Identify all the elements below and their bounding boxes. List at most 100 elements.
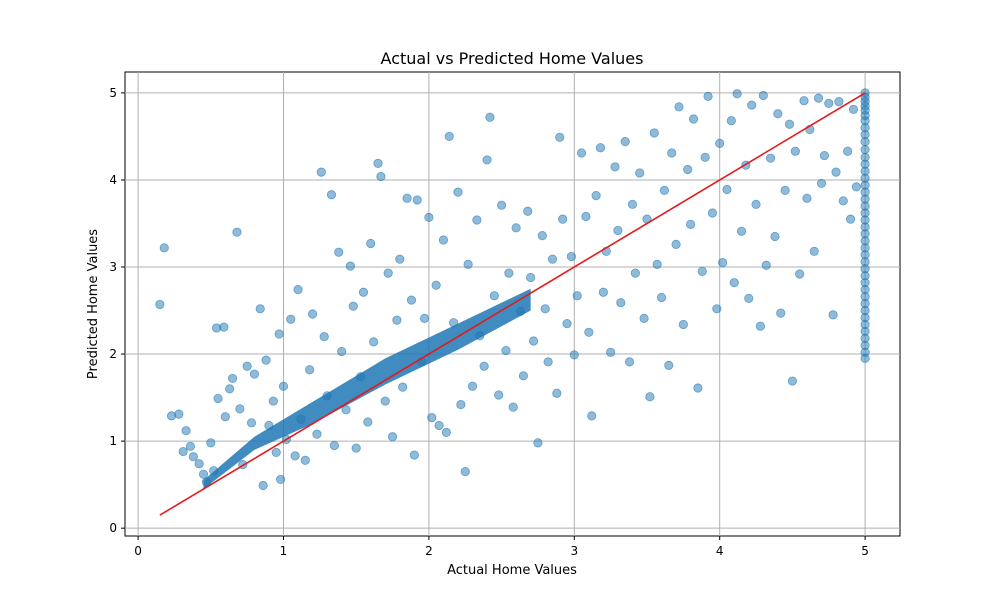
reference-line — [159, 92, 866, 516]
scatter-point — [678, 319, 688, 330]
scatter-point — [198, 469, 209, 479]
scatter-point — [511, 223, 521, 233]
scatter-point — [438, 235, 449, 245]
scatter-point — [246, 418, 257, 428]
scatter-point — [843, 146, 853, 156]
scatter-point — [674, 102, 684, 112]
scatter-point — [261, 355, 271, 365]
scatter-point — [547, 254, 558, 264]
scatter-point — [348, 301, 358, 311]
scatter-point — [616, 298, 626, 308]
scatter-point — [664, 360, 674, 370]
scatter-point — [572, 291, 582, 301]
scatter-point — [537, 231, 547, 241]
scatter-point — [790, 146, 800, 156]
scatter-point — [255, 304, 265, 314]
scatter-point — [424, 212, 434, 222]
scatter-point — [802, 193, 812, 203]
scatter-point — [693, 383, 703, 393]
scatter-point — [747, 100, 757, 110]
scatter-point — [155, 299, 165, 310]
dense-core-region — [203, 288, 531, 489]
scatter-point — [201, 477, 212, 487]
scatter-point — [307, 309, 318, 319]
scatter-point — [380, 396, 390, 406]
scatter-point — [707, 208, 718, 218]
scatter-point — [209, 466, 219, 476]
x-tick-label: 3 — [570, 544, 578, 558]
scatter-point — [773, 109, 783, 119]
scatter-point — [652, 259, 662, 269]
scatter-point — [722, 184, 732, 195]
y-ticks: 0 1 2 3 4 5 — [109, 86, 125, 535]
scatter-point — [392, 315, 402, 325]
scatter-point — [765, 153, 776, 163]
scatter-point — [286, 314, 296, 324]
scatter-point — [543, 357, 553, 367]
scatter-point — [555, 132, 565, 142]
scatter-point — [300, 455, 310, 465]
scatter-point — [620, 137, 630, 147]
scatter-point — [523, 206, 533, 216]
scatter-point — [329, 440, 339, 451]
scatter-point — [587, 411, 597, 421]
scatter-point — [268, 396, 278, 406]
scatter-point — [758, 90, 768, 101]
scatter-point — [312, 429, 322, 439]
scatter-point — [761, 260, 771, 270]
x-tick-label: 2 — [425, 544, 433, 558]
y-tick-label: 1 — [109, 434, 117, 448]
scatter-point — [718, 258, 728, 268]
scatter-point — [834, 96, 844, 107]
scatter-point — [645, 392, 655, 402]
scatter-point — [831, 167, 841, 177]
scatter-point — [355, 372, 366, 382]
scatter-point — [528, 336, 539, 346]
x-axis-title: Actual Home Values — [447, 563, 577, 578]
scatter-point — [776, 308, 786, 318]
scatter-point — [659, 185, 670, 195]
x-tick-label: 1 — [280, 544, 288, 558]
scatter-point — [383, 268, 393, 278]
scatter-point — [562, 318, 572, 329]
scatter-point — [482, 155, 492, 165]
scatter-point — [496, 200, 507, 210]
scatter-point — [319, 332, 329, 342]
scatter-point — [729, 278, 739, 288]
scatter-point — [504, 268, 514, 278]
scatter-point — [363, 417, 373, 427]
scatter-point — [697, 266, 707, 276]
scatter-point — [174, 409, 184, 419]
scatter-point — [351, 443, 361, 453]
scatter-point — [419, 313, 430, 323]
scatter-point — [591, 191, 601, 201]
x-tick-label: 0 — [134, 544, 142, 558]
scatter-point — [860, 144, 870, 155]
scatter-point — [227, 373, 238, 384]
scatter-point — [453, 187, 463, 197]
scatter-point — [322, 391, 332, 401]
scatter-point — [358, 287, 369, 297]
scatter-point — [178, 446, 188, 457]
scatter-point — [780, 185, 790, 195]
scatter-point — [598, 287, 608, 297]
scatter-point — [494, 390, 504, 400]
scatter-point — [838, 196, 848, 206]
scatter-point — [278, 381, 289, 391]
scatter-point — [787, 376, 798, 386]
scatter-point — [472, 215, 482, 225]
scatter-point — [449, 318, 459, 328]
scatter-point — [584, 327, 594, 337]
scatter-point — [581, 211, 591, 222]
scatter-point — [456, 399, 466, 410]
scatter-point — [275, 474, 286, 485]
scatter-point — [816, 178, 827, 189]
density-core — [203, 288, 531, 489]
scatter-point — [242, 361, 252, 371]
scatter-point — [235, 404, 245, 414]
scatter-point — [736, 226, 747, 236]
scatter-point — [406, 295, 417, 305]
scatter-point — [813, 93, 824, 103]
